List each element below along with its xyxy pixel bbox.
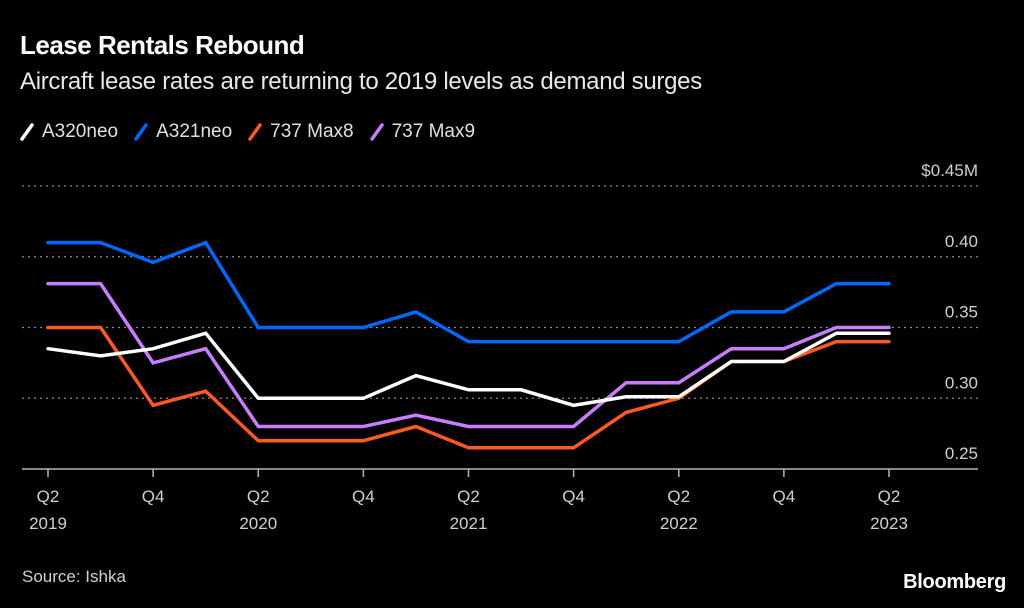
y-tick-label: $0.45M xyxy=(921,161,978,180)
y-tick-label: 0.25 xyxy=(945,444,978,463)
x-tick-label: Q4 xyxy=(142,487,165,506)
y-tick-label: 0.40 xyxy=(945,232,978,251)
legend-item: A320neo xyxy=(20,121,118,143)
chart-title: Lease Rentals Rebound xyxy=(20,30,305,60)
x-tick-label: Q2 xyxy=(667,487,690,506)
series-line-737-max9 xyxy=(46,281,891,429)
x-tick-year-label: 2020 xyxy=(239,514,277,533)
series-line-737-max8 xyxy=(46,325,891,450)
x-tick-label: Q2 xyxy=(457,487,480,506)
bloomberg-logo: Bloomberg xyxy=(903,571,1006,593)
legend-swatch-icon xyxy=(248,123,262,141)
x-tick-label: Q2 xyxy=(37,487,60,506)
x-tick-label: Q4 xyxy=(562,487,585,506)
chart-subtitle: Aircraft lease rates are returning to 20… xyxy=(20,68,702,95)
legend-swatch-icon xyxy=(20,123,34,141)
x-tick-label: Q2 xyxy=(247,487,270,506)
x-tick-label: Q4 xyxy=(773,487,796,506)
legend-label: 737 Max8 xyxy=(270,121,354,142)
series-line-a321neo xyxy=(46,240,891,344)
legend-swatch-icon xyxy=(369,123,384,141)
legend-item: 737 Max8 xyxy=(248,121,354,143)
x-tick-year-label: 2021 xyxy=(450,514,488,533)
legend-swatch-icon xyxy=(134,123,148,141)
legend-item: 737 Max9 xyxy=(369,121,476,143)
legend-item: A321neo xyxy=(134,121,232,143)
legend: A320neo A321neo 737 Max8 737 Max9 xyxy=(20,121,491,143)
legend-label: 737 Max9 xyxy=(391,121,476,142)
x-tick-year-label: 2019 xyxy=(29,514,67,533)
x-tick-year-label: 2022 xyxy=(660,514,698,533)
y-tick-label: 0.30 xyxy=(945,373,978,392)
y-tick-label: 0.35 xyxy=(945,303,978,322)
x-tick-label: Q4 xyxy=(352,487,375,506)
x-tick-label: Q2 xyxy=(878,487,901,506)
source-note: Source: Ishka xyxy=(22,567,126,586)
legend-label: A321neo xyxy=(156,121,233,142)
legend-label: A320neo xyxy=(42,121,119,142)
x-tick-year-label: 2023 xyxy=(870,514,908,533)
series-line-a320neo xyxy=(46,331,891,408)
